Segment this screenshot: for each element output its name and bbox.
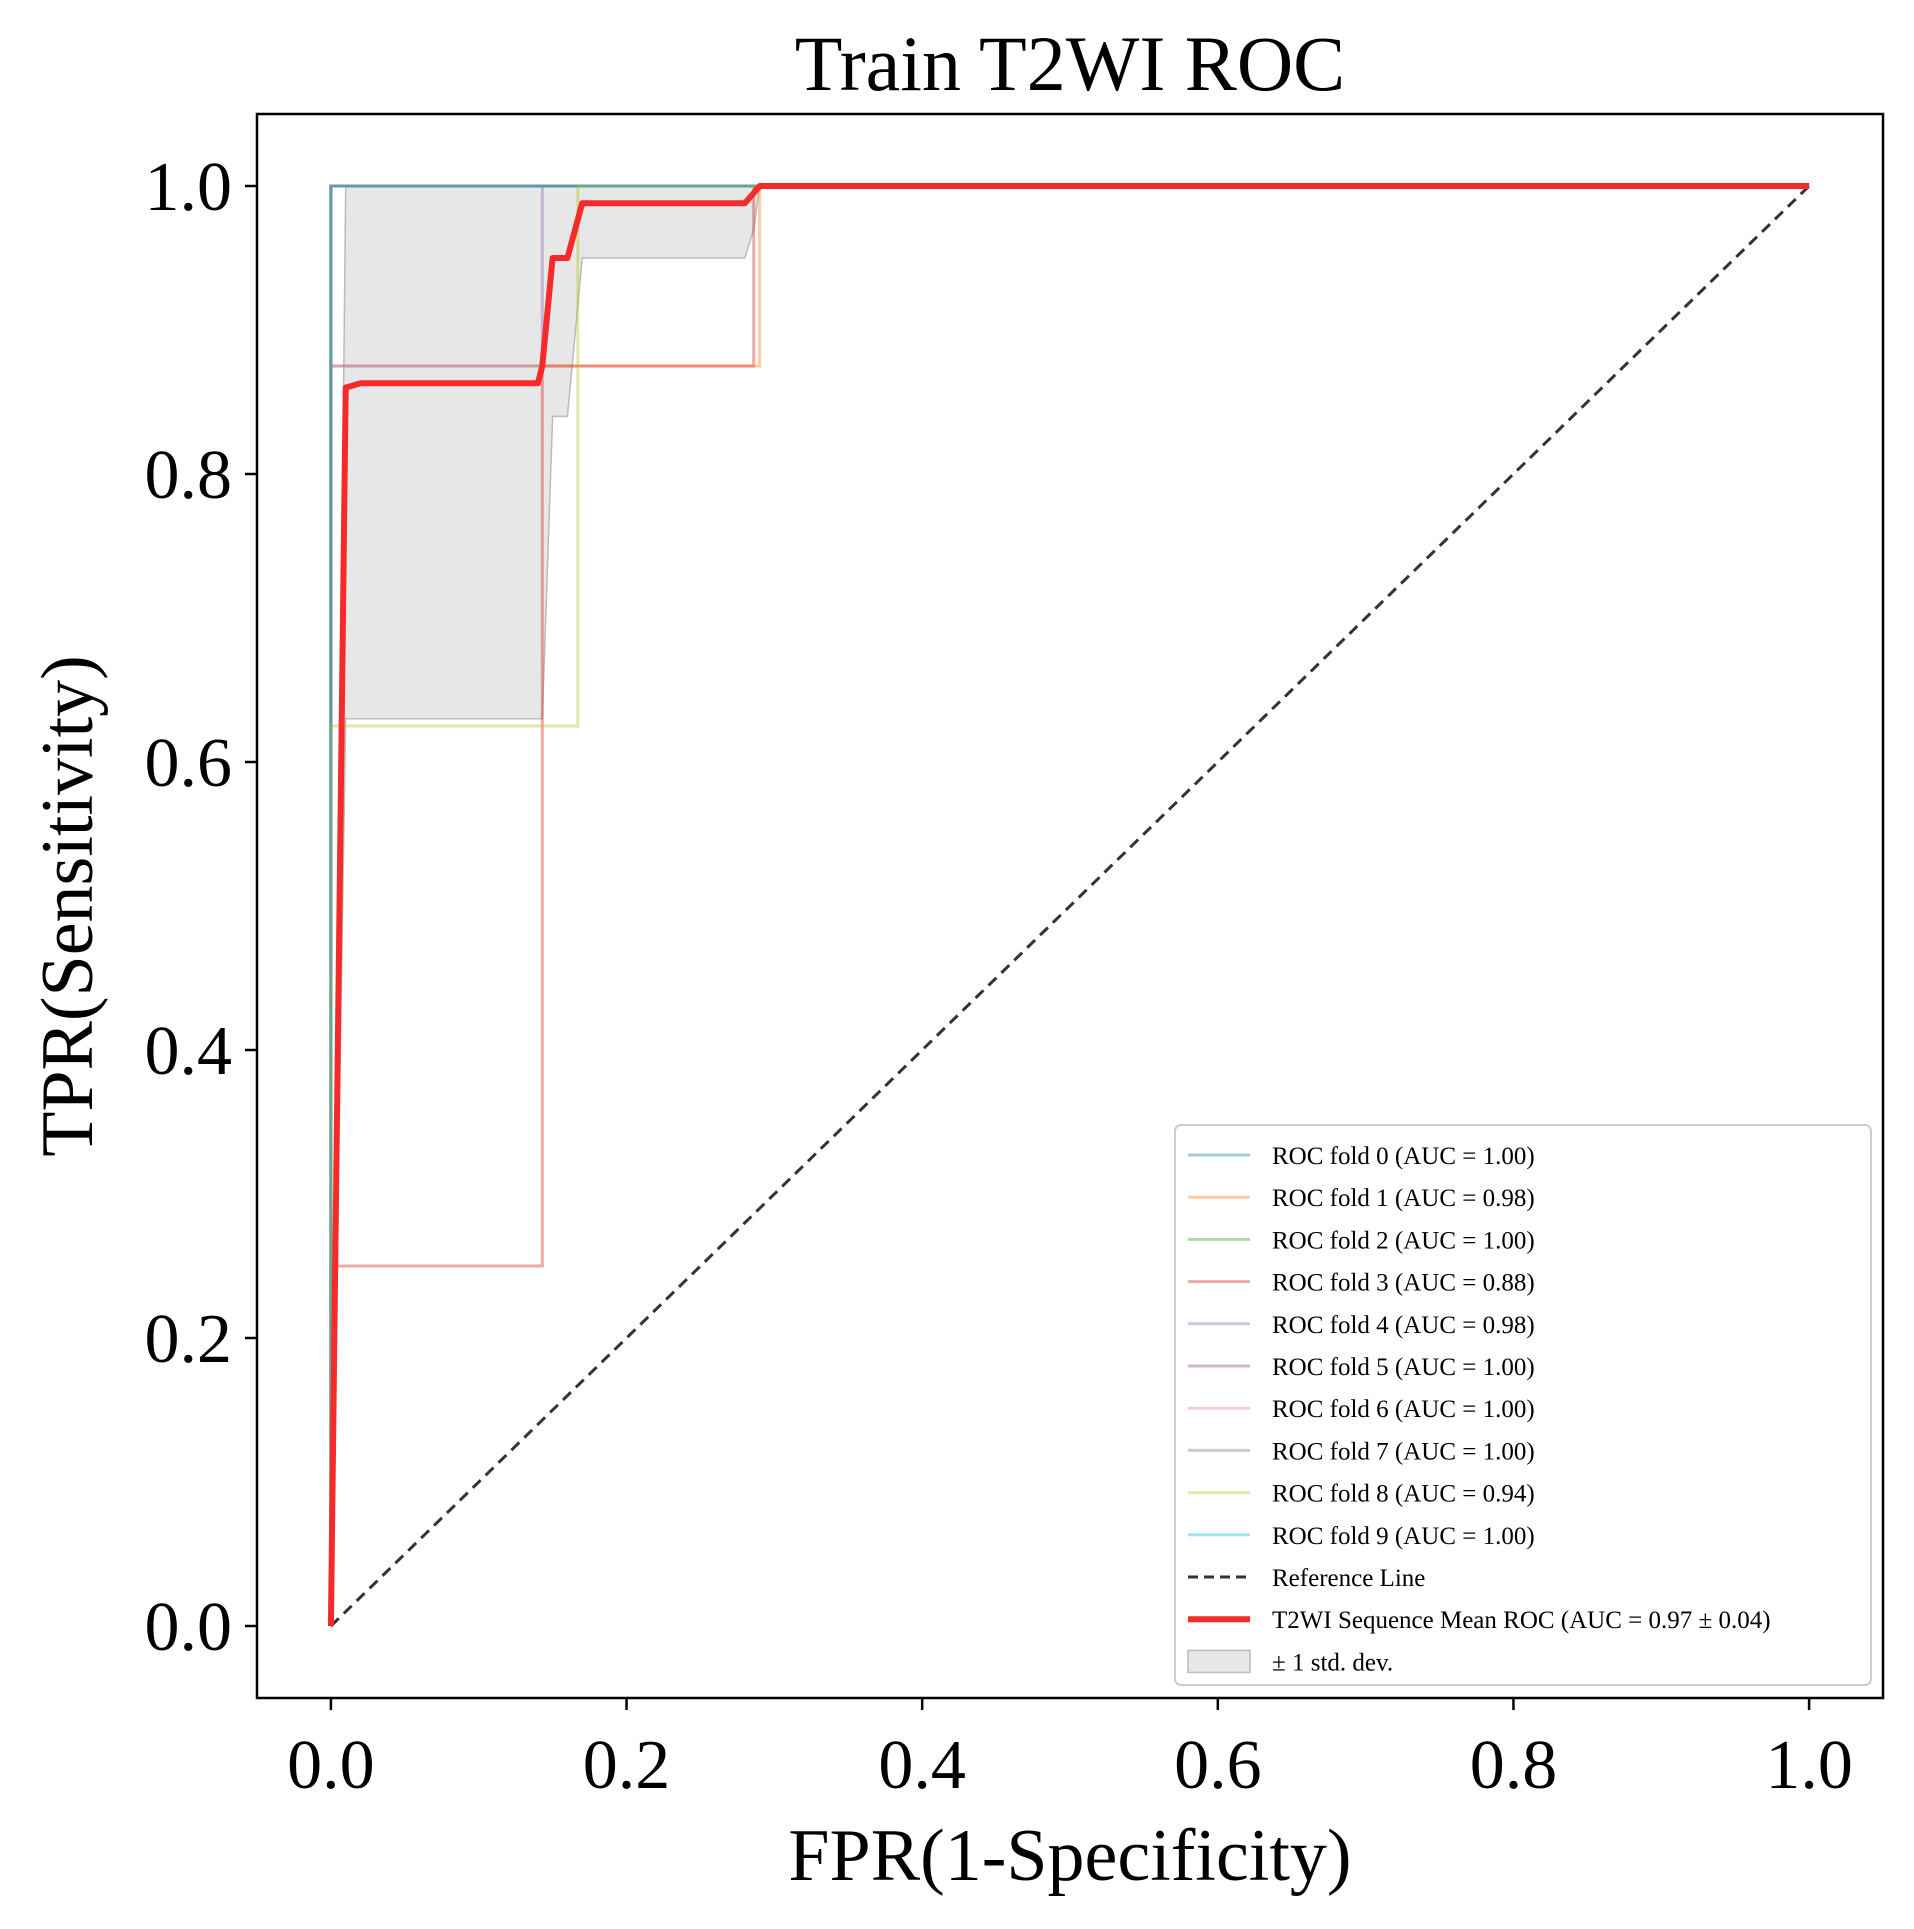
legend-items: ROC fold 0 (AUC = 1.00) ROC fold 1 (AUC =… [1187, 1143, 1771, 1676]
std-band [330, 185, 1810, 1627]
y-tick-label: 0.2 [145, 1301, 233, 1378]
x-tick-label: 1.0 [1765, 1727, 1853, 1804]
legend-entry-label: T2WI Sequence Mean ROC (AUC = 0.97 ± 0.0… [1272, 1607, 1771, 1634]
std-band-layer [330, 185, 1810, 1627]
legend-entry-label: ROC fold 6 (AUC = 1.00) [1272, 1396, 1535, 1423]
legend-entry-label: ROC fold 4 (AUC = 0.98) [1272, 1312, 1535, 1339]
x-tick-label: 0.2 [583, 1727, 671, 1804]
legend-entry-label: ROC fold 1 (AUC = 0.98) [1272, 1185, 1535, 1212]
legend-entry-label: ROC fold 9 (AUC = 1.00) [1272, 1523, 1535, 1550]
mean-roc-layer [327, 183, 1810, 1627]
reference-line [329, 184, 1811, 1628]
legend-entry-label: ROC fold 2 (AUC = 1.00) [1272, 1227, 1535, 1254]
plot-area [327, 183, 1811, 1628]
y-tick-label: 0.8 [145, 437, 233, 514]
legend-swatch [1187, 1649, 1251, 1674]
legend-entry-label: ROC fold 7 (AUC = 1.00) [1272, 1438, 1535, 1465]
y-tick-label: 0.6 [145, 725, 233, 802]
legend: ROC fold 0 (AUC = 1.00) ROC fold 1 (AUC =… [1174, 1124, 1872, 1686]
mean-roc-line [327, 183, 1810, 1627]
chart-title: Train T2WI ROC [795, 20, 1345, 107]
legend-entry-label: ROC fold 0 (AUC = 1.00) [1272, 1143, 1535, 1170]
y-tick-label: 1.0 [145, 149, 233, 226]
legend-entry-label: ROC fold 3 (AUC = 0.88) [1272, 1270, 1535, 1297]
x-axis-ticks: 0.0 0.2 0.4 0.6 0.8 1.0 [287, 1698, 1853, 1804]
legend-entry-label: Reference Line [1272, 1565, 1425, 1592]
y-tick-label: 0.4 [145, 1013, 233, 1090]
x-tick-label: 0.4 [878, 1727, 966, 1804]
plot-frame [255, 112, 1885, 1700]
x-axis-label: FPR(1-Specificity) [788, 1815, 1351, 1897]
x-tick-label: 0.8 [1470, 1727, 1558, 1804]
y-tick-label: 0.0 [145, 1589, 233, 1666]
y-axis-label: TPR(Sensitivity) [27, 655, 109, 1157]
legend-entry-label: ROC fold 8 (AUC = 0.94) [1272, 1481, 1535, 1508]
x-tick-label: 0.6 [1174, 1727, 1262, 1804]
legend-entry-label: ± 1 std. dev. [1272, 1649, 1393, 1676]
y-axis-ticks: 0.0 0.2 0.4 0.6 0.8 1.0 [145, 149, 257, 1666]
x-tick-label: 0.0 [287, 1727, 375, 1804]
legend-box [1174, 1124, 1872, 1686]
reference-line-layer [329, 184, 1811, 1628]
legend-entry-label: ROC fold 5 (AUC = 1.00) [1272, 1354, 1535, 1381]
